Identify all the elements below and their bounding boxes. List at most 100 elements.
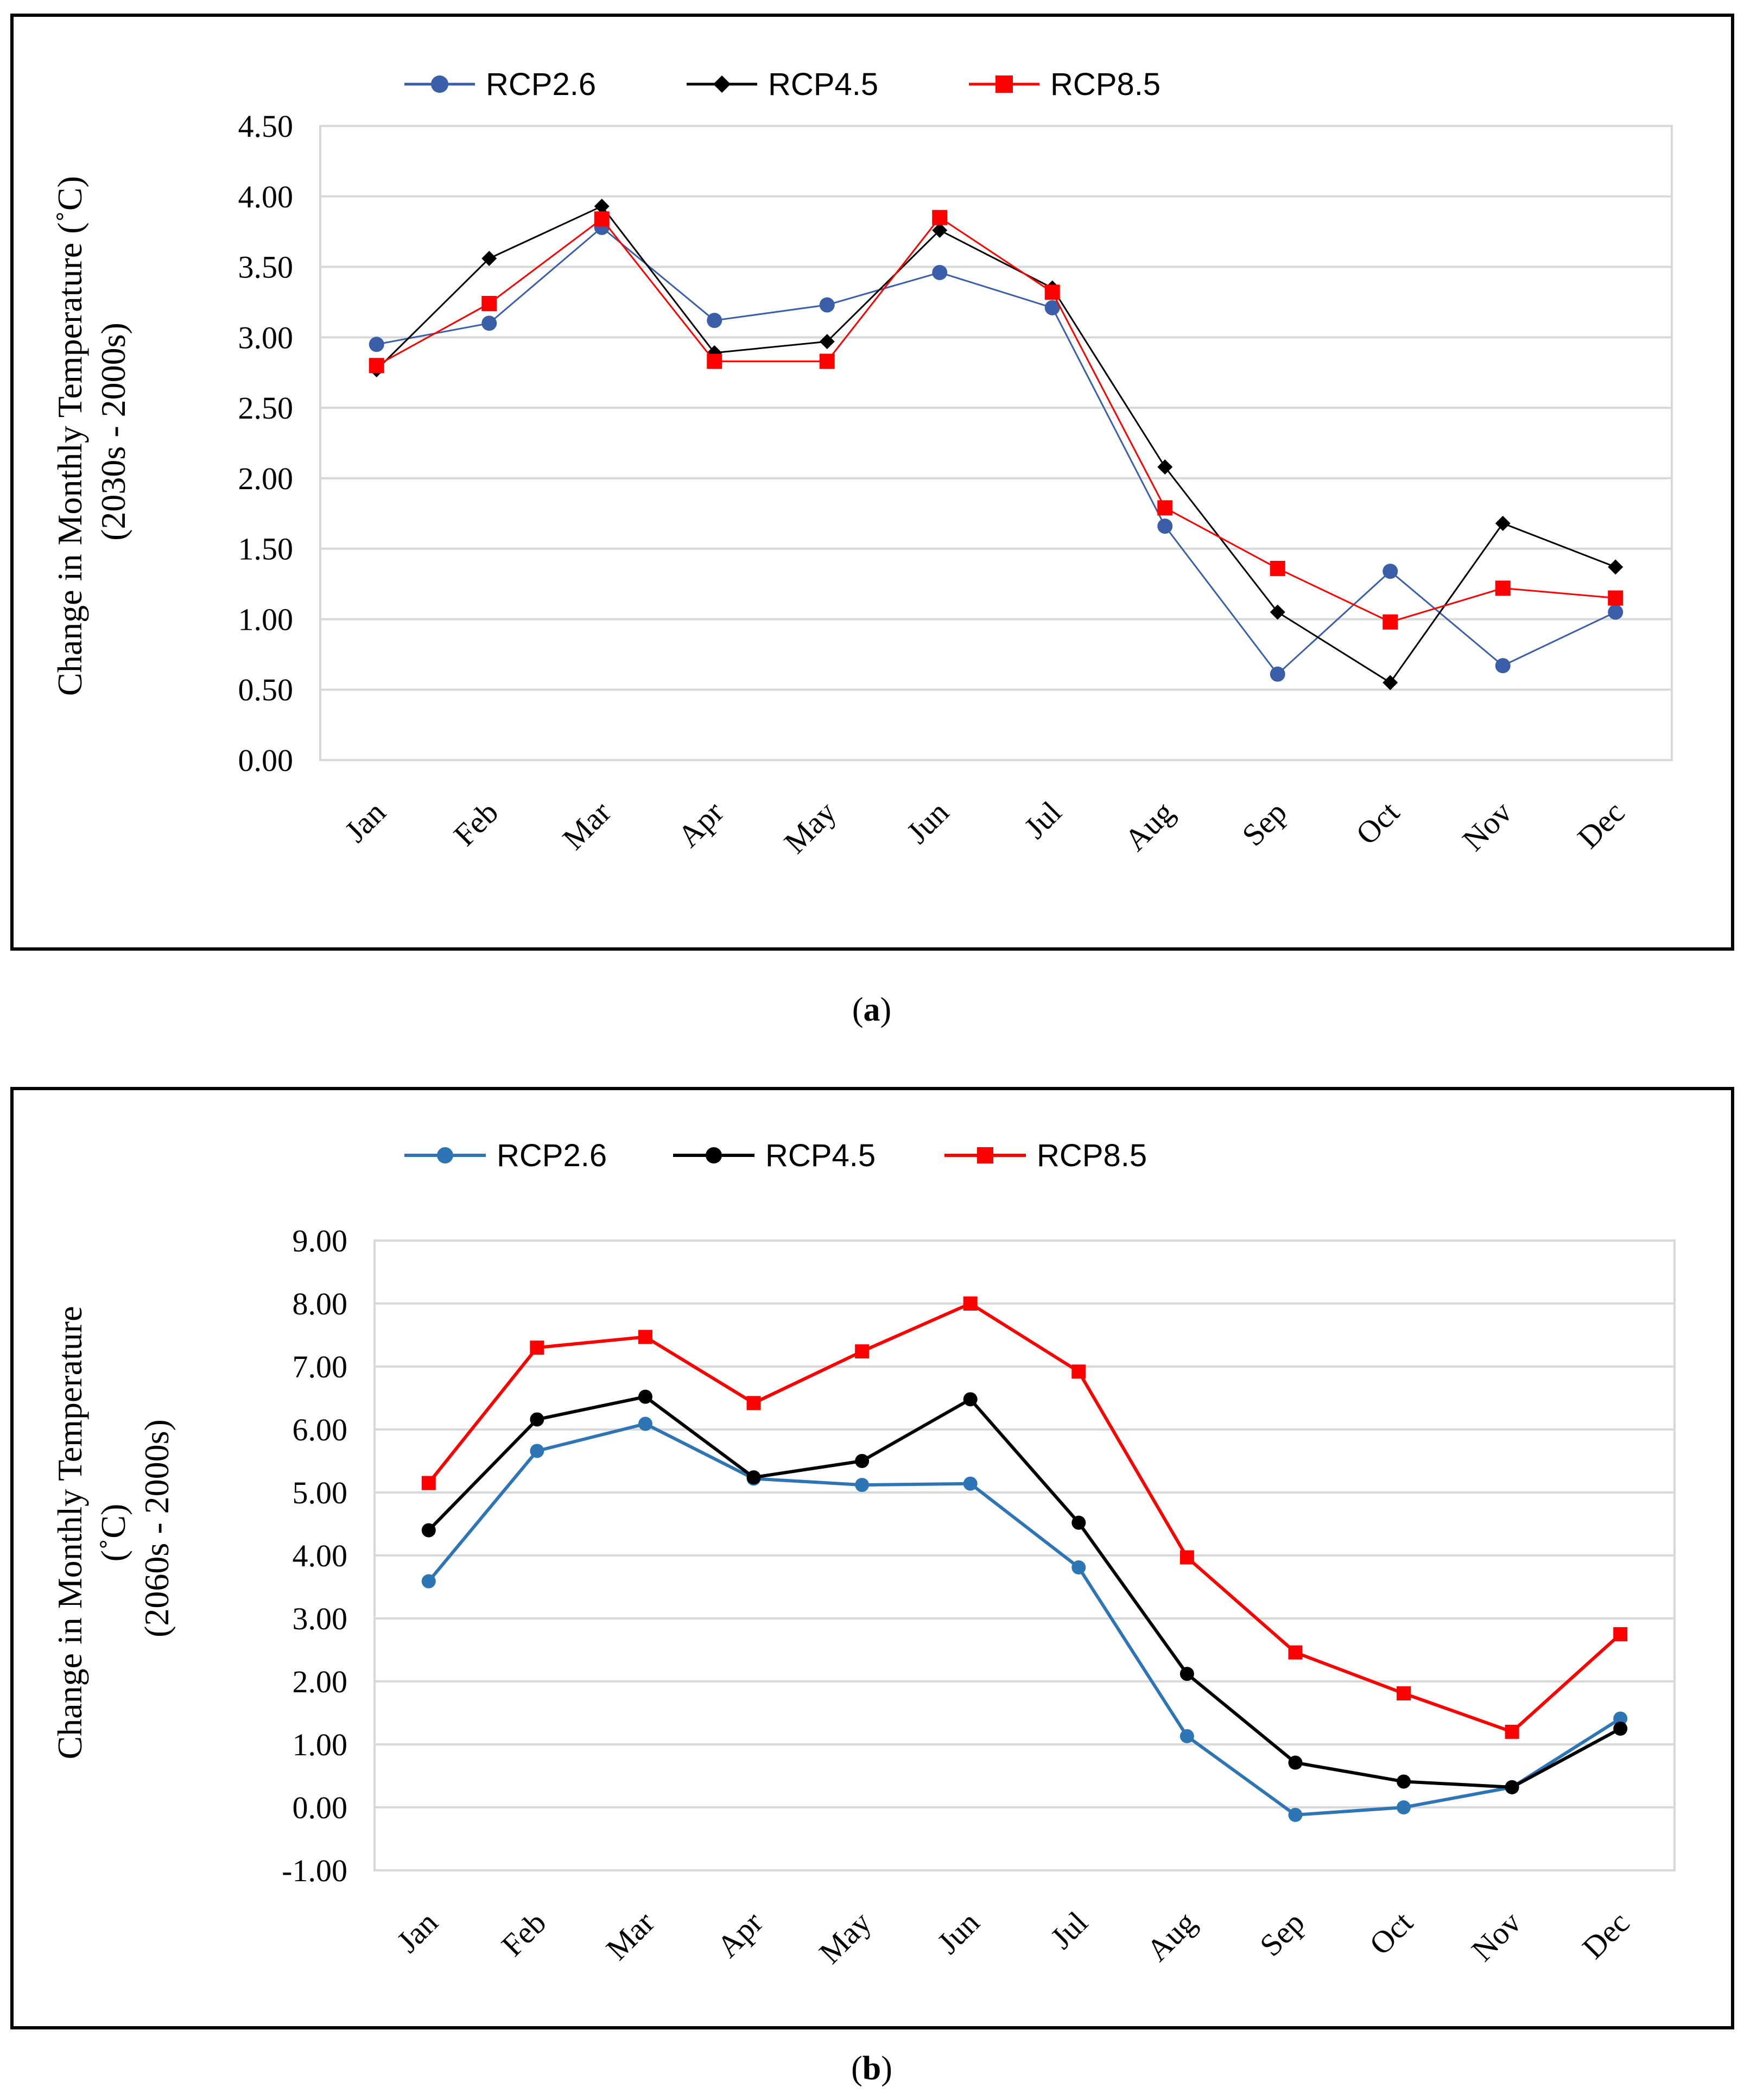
chart-a-data-point-rcp26	[369, 337, 384, 352]
chart-a-data-point-rcp85	[1608, 590, 1623, 606]
chart-b-x-tick-label: Jan	[390, 1905, 445, 1959]
chart-a-series-line-rcp85	[376, 217, 1616, 623]
chart-b-x-tick-label: Jul	[1044, 1905, 1095, 1956]
chart-a-data-point-rcp45	[1270, 604, 1285, 620]
chart-b-x-tick-label: Feb	[494, 1905, 553, 1963]
chart-b-data-point-rcp26	[1397, 1800, 1411, 1814]
chart-a-data-point-rcp85	[707, 353, 722, 369]
chart-a-data-point-rcp26	[1044, 300, 1060, 315]
chart-a-y-tick-label: 2.50	[238, 390, 294, 426]
chart-a-x-ticks: Jan Feb Mar Apr May Jun Jul Aug Sep Oct Nov Dec	[338, 794, 1631, 860]
chart-a-y-ticks: 4.50 4.00 3.50 3.00 2.50 2.00 1.50 1.00 0.50 0.00	[238, 109, 294, 778]
chart-b-data-point-rcp26	[1179, 1729, 1194, 1743]
chart-b-y-tick-label: 0.00	[293, 1790, 348, 1825]
chart-b-x-tick-label: Apr	[710, 1905, 770, 1964]
chart-a-series	[369, 198, 1623, 691]
chart-b-y-tick-label: 2.00	[293, 1664, 348, 1699]
chart-b-x-tick-label: Oct	[1362, 1905, 1419, 1962]
chart-a-caption: (a)	[852, 991, 891, 1028]
chart-a-frame	[10, 14, 1734, 951]
chart-b-series-line-rcp45	[427, 1395, 1621, 1789]
chart-b-x-tick-label: Jun	[930, 1905, 986, 1960]
chart-a-y-tick-label: 0.00	[238, 743, 294, 778]
chart-a-y-tick-label: 1.50	[238, 532, 294, 567]
chart-b-data-point-rcp45	[1179, 1667, 1194, 1681]
chart-b-data-point-rcp45	[1071, 1515, 1086, 1530]
chart-a-x-tick-label: Nov	[1455, 794, 1519, 858]
chart-a-data-point-rcp26	[1157, 518, 1173, 534]
chart-a-data-point-rcp45	[932, 223, 948, 238]
chart-b-data-point-rcp26	[638, 1416, 652, 1431]
chart-a-x-tick-label: Apr	[671, 794, 731, 854]
chart-a-x-tick-label: Jun	[900, 794, 956, 850]
chart-a-series-line-rcp26	[376, 226, 1616, 675]
chart-a-data-point-rcp26	[932, 264, 948, 280]
chart-a-data-point-rcp45	[594, 198, 610, 214]
chart-b-x-tick-label: Nov	[1464, 1905, 1528, 1968]
chart-a: 4.50 4.00 3.50 3.00 2.50 2.00 1.50 1.00 0.50 0.00…	[10, 14, 1734, 951]
chart-a-y-label-line-1: Change in Monthly Temperature (˚C)	[50, 176, 89, 696]
chart-b-data-point-rcp85	[1613, 1627, 1628, 1641]
chart-a-legend-marker	[431, 75, 448, 93]
chart-b-data-point-rcp45	[1288, 1755, 1303, 1770]
chart-b-data-point-rcp45	[746, 1470, 761, 1485]
chart-b-y-tick-label: 5.00	[293, 1475, 348, 1510]
chart-a-data-point-rcp85	[369, 358, 384, 374]
chart-a-legend-label: RCP8.5	[1050, 67, 1160, 102]
chart-b-data-point-rcp45	[421, 1523, 436, 1538]
chart-a-data-point-rcp45	[1382, 675, 1398, 691]
chart-a-data-point-rcp85	[1270, 561, 1285, 577]
chart-b-y-tick-label: 3.00	[293, 1601, 348, 1636]
chart-a-x-tick-label: Jul	[1017, 794, 1068, 845]
chart-b-y-tick-label: -1.00	[282, 1853, 347, 1888]
chart-a-data-point-rcp45	[1157, 459, 1173, 475]
chart-a-y-tick-label: 0.50	[238, 672, 294, 707]
chart-a-legend-label: RCP4.5	[768, 67, 878, 102]
chart-b-legend: RCP2.6 RCP4.5 RCP8.5	[404, 1138, 1147, 1173]
chart-b-data-point-rcp45	[1397, 1774, 1411, 1789]
chart-a-data-point-rcp26	[1495, 658, 1511, 674]
chart-a-series-rcp26	[369, 219, 1623, 682]
chart-b: 9.00 8.00 7.00 6.00 5.00 4.00 3.00 2.00 1.00 0.00…	[10, 1087, 1734, 2029]
chart-b-legend-marker	[706, 1147, 722, 1163]
chart-b-legend-label: RCP2.6	[497, 1138, 607, 1173]
chart-b-gridlines	[375, 1302, 1675, 1808]
chart-a-x-tick-label: Feb	[447, 794, 505, 852]
chart-b-data-point-rcp85	[1397, 1686, 1411, 1701]
chart-b-data-point-rcp85	[421, 1476, 436, 1490]
chart-a-data-point-rcp85	[1044, 284, 1060, 300]
chart-b-data-point-rcp45	[530, 1412, 544, 1427]
chart-a-x-tick-label: Aug	[1118, 794, 1181, 858]
chart-b-data-point-rcp45	[855, 1454, 870, 1468]
chart-b-series	[421, 1296, 1628, 1822]
chart-a-x-tick-label: Sep	[1235, 794, 1293, 852]
chart-b-data-point-rcp85	[638, 1330, 652, 1344]
chart-a-data-point-rcp85	[594, 211, 610, 227]
chart-b-y-label-line-1: Change in Monthly Temperature	[50, 1306, 89, 1759]
chart-a-data-point-rcp26	[1270, 666, 1285, 682]
chart-a-y-tick-label: 1.00	[238, 602, 294, 637]
chart-a-y-tick-label: 2.00	[238, 461, 294, 496]
chart-a-x-tick-label: Mar	[556, 794, 618, 856]
chart-b-y-tick-label: 8.00	[293, 1286, 348, 1321]
chart-a-data-point-rcp26	[481, 315, 497, 331]
chart-a-data-point-rcp85	[1382, 614, 1398, 630]
chart-a-series-line-rcp45	[376, 205, 1616, 684]
chart-b-x-tick-label: Aug	[1139, 1905, 1203, 1968]
chart-a-legend-marker	[713, 75, 731, 93]
chart-a-legend-label: RCP2.6	[486, 67, 596, 102]
chart-a-gridlines	[320, 195, 1672, 691]
chart-b-legend-marker	[437, 1147, 453, 1163]
chart-a-data-point-rcp26	[819, 297, 835, 313]
chart-b-frame	[10, 1087, 1734, 2029]
chart-b-y-tick-label: 9.00	[293, 1223, 348, 1258]
chart-b-data-point-rcp85	[1288, 1645, 1303, 1660]
chart-b-data-point-rcp26	[963, 1476, 978, 1491]
chart-a-plot-area	[319, 125, 1673, 761]
chart-b-x-ticks: Jan Feb Mar Apr May Jun Jul Aug Sep Oct Nov Dec	[390, 1905, 1636, 1970]
chart-a-x-tick-label: Oct	[1349, 794, 1406, 851]
chart-a-y-tick-label: 3.00	[238, 320, 294, 355]
chart-b-y-tick-label: 4.00	[293, 1538, 348, 1573]
chart-a-series-rcp45	[369, 198, 1623, 691]
